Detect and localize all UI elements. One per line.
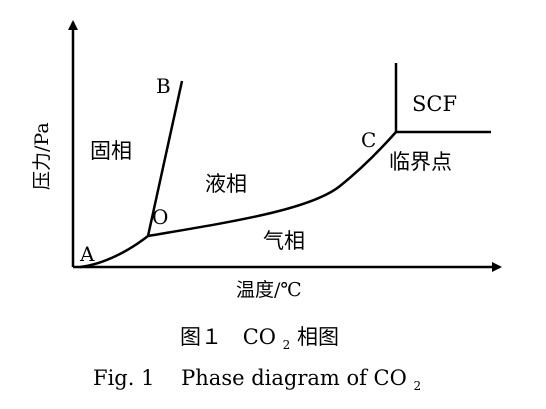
point-c-label: C: [361, 128, 376, 152]
point-a-label: A: [79, 242, 95, 266]
caption-cn-suffix: 相图: [297, 325, 339, 349]
caption-en-text: Phase diagram of CO: [181, 366, 407, 390]
critical-point-label: 临界点: [389, 150, 452, 174]
point-b-label: B: [156, 74, 171, 98]
caption-cn-prefix: 图１: [180, 325, 222, 349]
caption-cn-formula-sub: 2: [283, 338, 291, 352]
scf-region-label: SCF: [412, 92, 457, 116]
melting-line: [146, 80, 184, 237]
liquid-region-label: 液相: [205, 172, 247, 196]
vaporization-curve: [147, 131, 397, 238]
x-axis-label: 温度/℃: [236, 279, 302, 301]
sublimation-curve: [79, 235, 149, 269]
point-o-label: O: [152, 205, 168, 229]
solid-region-label: 固相: [90, 139, 132, 163]
caption-en-sub: 2: [414, 379, 422, 393]
caption-en-prefix: Fig. 1: [93, 366, 154, 390]
caption-cn-formula: CO: [243, 325, 276, 349]
caption-english: Fig. 1 Phase diagram of CO 2: [93, 366, 421, 393]
caption-chinese: 图１ CO 2 相图: [180, 325, 339, 354]
y-axis-label: 压力/Pa: [31, 122, 53, 190]
gas-region-label: 气相: [263, 229, 305, 253]
